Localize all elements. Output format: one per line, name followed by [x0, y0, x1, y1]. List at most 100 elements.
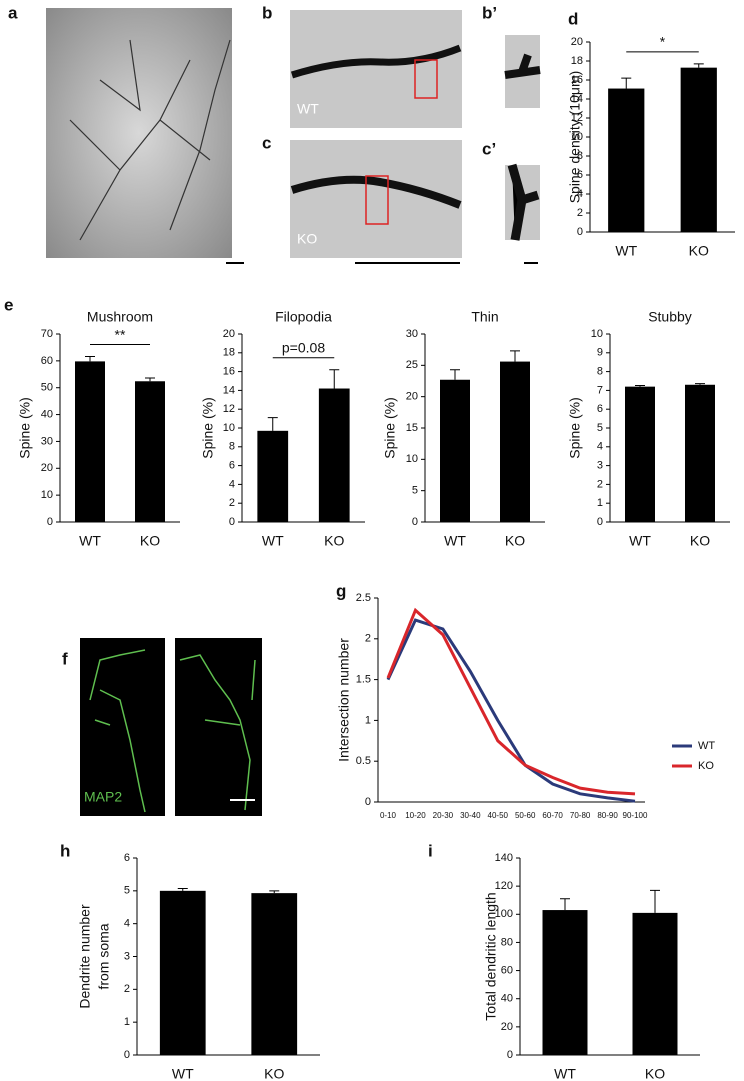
bar — [159, 890, 206, 1055]
x-tick-label: WT — [554, 1066, 576, 1081]
image-label: KO — [297, 231, 317, 247]
y-tick-label: 2 — [577, 207, 583, 219]
y-tick-label: 60 — [41, 355, 53, 367]
chart-title: Stubby — [648, 309, 692, 325]
y-tick-label: 1 — [365, 714, 371, 726]
chart-title: Mushroom — [87, 309, 153, 325]
annotation: ** — [115, 326, 126, 342]
error-bar — [450, 369, 460, 380]
bar — [632, 912, 678, 1055]
micrograph — [175, 638, 262, 816]
y-axis-label: Spine (%) — [567, 397, 583, 458]
y-tick-label: 50 — [41, 382, 53, 394]
y-axis-label: Spine (%) — [200, 397, 216, 458]
chart-title: Filopodia — [275, 309, 332, 325]
y-axis-label: Spine (%) — [17, 397, 33, 458]
error-bar — [269, 890, 280, 894]
y-tick-label: 10 — [591, 328, 603, 340]
y-tick-label: 15 — [406, 422, 418, 434]
y-tick-label: 4 — [229, 478, 235, 490]
bar — [257, 430, 289, 522]
y-tick-label: 2 — [597, 478, 603, 490]
x-tick-label: WT — [262, 533, 284, 549]
error-bar — [621, 77, 632, 89]
y-tick-label: 6 — [597, 403, 603, 415]
y-tick-label: 4 — [597, 441, 603, 453]
y-tick-label: 5 — [124, 885, 130, 897]
x-tick-label: KO — [264, 1066, 284, 1081]
image-label: WT — [297, 101, 319, 117]
bar — [75, 361, 105, 522]
x-tick-label: KO — [689, 243, 709, 259]
y-tick-label: 30 — [406, 328, 418, 340]
y-tick-label: 10 — [571, 131, 583, 143]
y-tick-label: 40 — [501, 993, 513, 1005]
annotation: p=0.08 — [282, 339, 325, 355]
spine — [507, 163, 540, 241]
y-tick-label: 2.5 — [356, 592, 371, 604]
panel-label: h — [60, 841, 70, 860]
y-tick-label: 10 — [406, 453, 418, 465]
spine — [504, 53, 541, 79]
y-tick-label: 2 — [229, 497, 235, 509]
panel-label: e — [4, 295, 13, 314]
line-series — [386, 607, 636, 796]
x-tick-label: KO — [505, 533, 525, 549]
y-tick-label: 16 — [223, 366, 235, 378]
y-tick-label: 7 — [597, 384, 603, 396]
x-tick-label: WT — [172, 1066, 194, 1081]
y-tick-label: 9 — [597, 347, 603, 359]
y-tick-label: 4 — [577, 188, 583, 200]
y-tick-label: 20 — [571, 36, 583, 48]
error-bar — [329, 369, 340, 389]
x-tick-label: KO — [324, 533, 344, 549]
y-tick-label: 140 — [495, 852, 513, 864]
y-tick-label: 5 — [412, 485, 418, 497]
panel-label: g — [336, 581, 346, 600]
y-tick-label: 12 — [571, 112, 583, 124]
y-tick-label: 100 — [495, 908, 513, 920]
y-tick-label: 0 — [507, 1049, 513, 1061]
y-axis-label: Total dendritic length — [483, 892, 499, 1020]
y-axis-label: from soma — [96, 923, 112, 989]
y-tick-label: 6 — [577, 169, 583, 181]
y-tick-label: 2 — [365, 633, 371, 645]
bar — [135, 381, 165, 522]
y-tick-label: 8 — [229, 441, 235, 453]
y-tick-label: 8 — [597, 366, 603, 378]
y-tick-label: 18 — [223, 347, 235, 359]
panel-label: a — [8, 3, 18, 22]
y-tick-label: 20 — [406, 391, 418, 403]
error-bar — [177, 888, 188, 891]
y-tick-label: 16 — [571, 74, 583, 86]
y-tick-label: 1 — [124, 1016, 130, 1028]
y-axis-label: Intersection number — [336, 638, 352, 762]
y-tick-label: 70 — [41, 328, 53, 340]
panel-label: c’ — [482, 139, 496, 158]
neuron — [89, 649, 146, 813]
y-axis-label: Spine density (10μm) — [567, 71, 583, 204]
panel-label: b’ — [482, 3, 497, 22]
bar — [608, 88, 645, 232]
x-tick-label: 0-10 — [380, 811, 397, 820]
y-tick-label: 2 — [124, 983, 130, 995]
y-tick-label: 40 — [41, 408, 53, 420]
error-bar — [650, 889, 660, 913]
error-bar — [267, 417, 278, 431]
x-tick-label: WT — [629, 533, 651, 549]
legend-label: WT — [698, 740, 715, 752]
y-axis-label: Dendrite number — [77, 904, 93, 1009]
y-tick-label: 0 — [577, 226, 583, 238]
error-bar — [560, 898, 570, 911]
inset-box — [365, 175, 389, 225]
bar — [318, 388, 350, 522]
bar — [440, 379, 470, 522]
error-bar — [693, 63, 704, 68]
y-tick-label: 30 — [41, 435, 53, 447]
x-tick-label: 40-50 — [488, 811, 509, 820]
panel-label: f — [62, 649, 68, 668]
x-tick-label: 50-60 — [515, 811, 536, 820]
micrograph — [80, 638, 165, 816]
x-tick-label: KO — [690, 533, 710, 549]
x-tick-label: KO — [645, 1066, 665, 1081]
